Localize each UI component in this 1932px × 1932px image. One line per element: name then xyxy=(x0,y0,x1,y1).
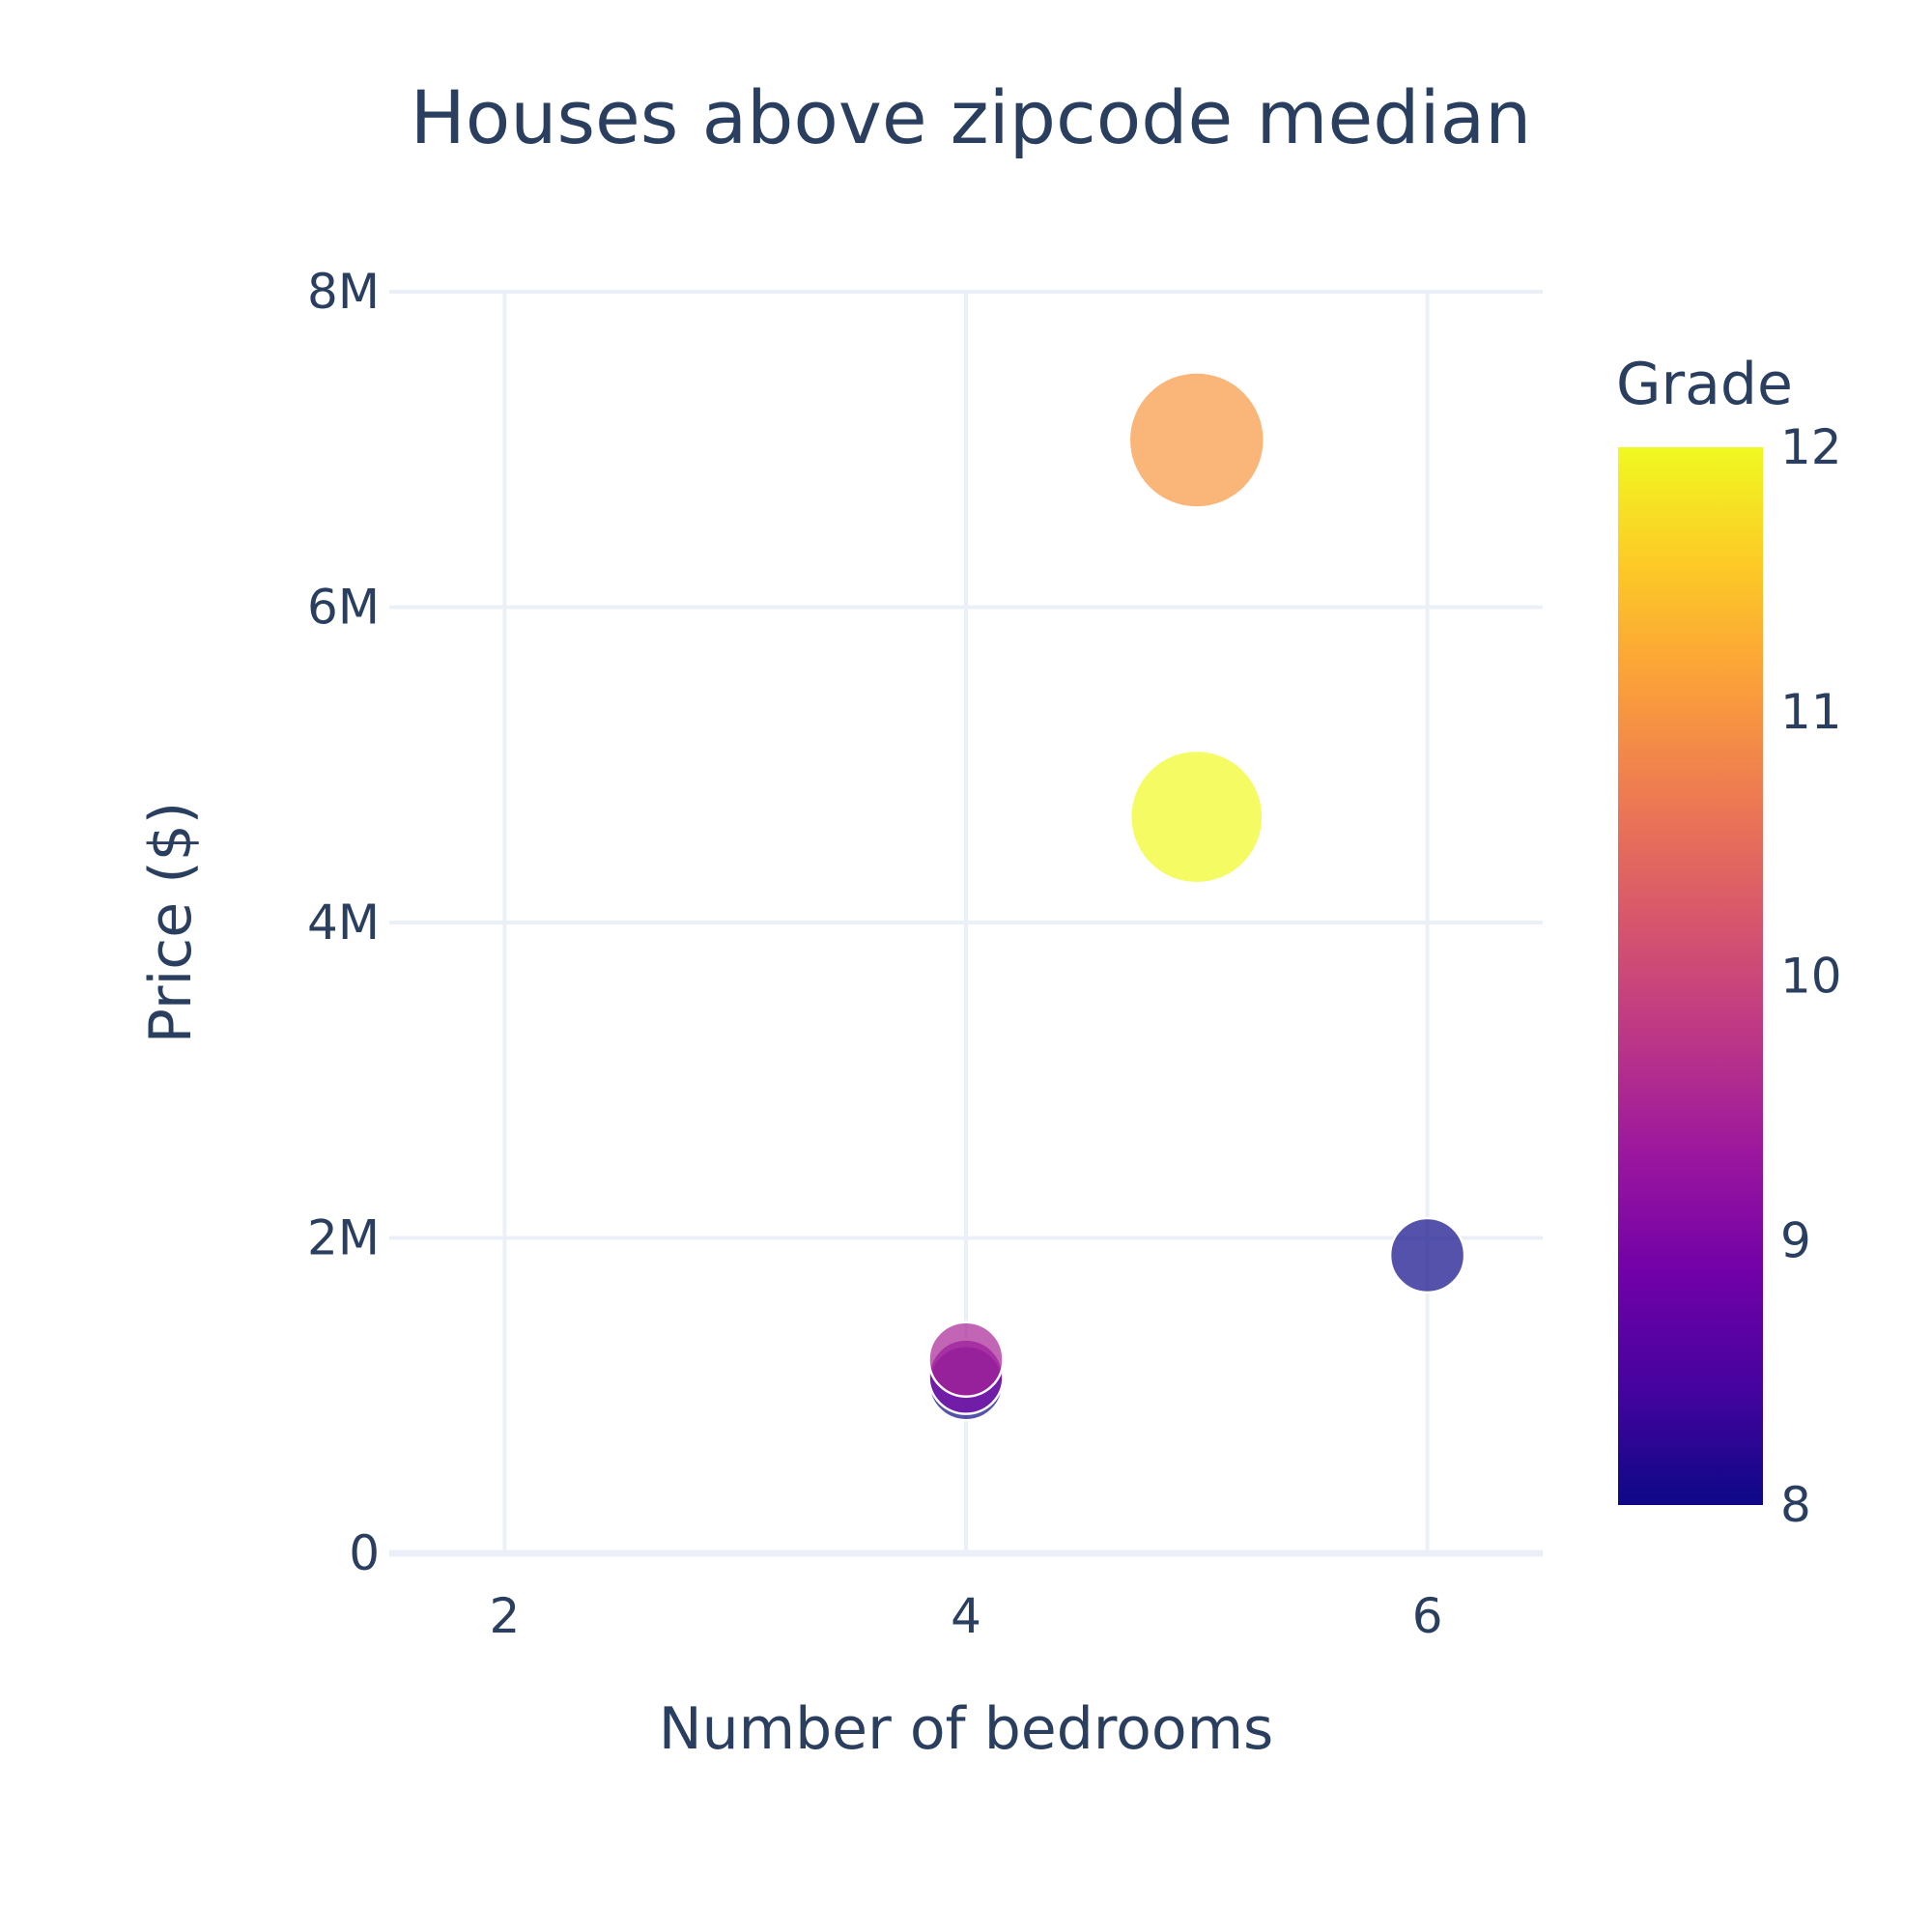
colorbar-tick-label: 8 xyxy=(1780,1477,1811,1533)
colorbar-ticks: 8 9 10 11 12 xyxy=(1780,419,1842,1533)
x-tick-label: 4 xyxy=(951,1588,981,1644)
y-tick-label: 8M xyxy=(307,264,380,320)
x-tick-label: 6 xyxy=(1412,1588,1443,1644)
x-tick-label: 2 xyxy=(489,1588,520,1644)
colorbar-title: Grade xyxy=(1616,351,1793,418)
colorbar-tick-label: 11 xyxy=(1780,684,1842,740)
x-axis-ticks: 2 4 6 xyxy=(489,1588,1442,1644)
data-point[interactable] xyxy=(1388,1216,1466,1294)
data-points xyxy=(927,371,1466,1422)
grid xyxy=(389,290,1543,1557)
data-point[interactable] xyxy=(1128,749,1264,885)
colorbar-tick-label: 10 xyxy=(1780,949,1842,1005)
data-point[interactable] xyxy=(927,1321,1005,1398)
y-axis-ticks: 0 2M 4M 6M 8M xyxy=(307,264,380,1581)
colorbar-gradient xyxy=(1618,447,1763,1505)
y-axis-title: Price ($) xyxy=(137,802,205,1043)
y-tick-label: 6M xyxy=(307,580,380,636)
colorbar-tick-label: 12 xyxy=(1780,419,1842,475)
x-axis-title: Number of bedrooms xyxy=(659,1695,1274,1763)
y-tick-label: 0 xyxy=(349,1525,380,1581)
chart-title: Houses above zipcode median xyxy=(411,74,1532,160)
colorbar: Grade 8 9 10 11 12 xyxy=(1616,351,1842,1533)
y-tick-label: 2M xyxy=(307,1210,380,1266)
colorbar-tick-label: 9 xyxy=(1780,1212,1811,1268)
y-tick-label: 4M xyxy=(307,895,380,951)
data-point[interactable] xyxy=(1127,371,1266,509)
